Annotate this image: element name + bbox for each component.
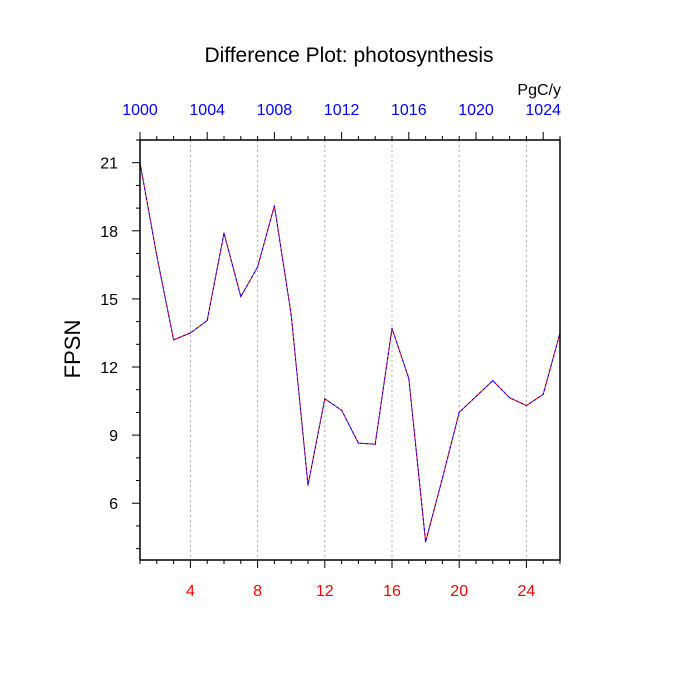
left-tick-label: 9 bbox=[109, 428, 118, 445]
tick-labels: 4 8 12 16 20 24 1000 1004 1008 1012 1016 1020 1024 6 9… bbox=[100, 102, 561, 600]
data-point bbox=[391, 327, 393, 330]
bottom-tick-label: 12 bbox=[316, 583, 334, 600]
data-point bbox=[341, 409, 343, 411]
data-point bbox=[441, 477, 443, 479]
bottom-tick-label: 16 bbox=[383, 583, 401, 600]
plot-frame bbox=[139, 139, 561, 561]
data-point bbox=[525, 405, 528, 407]
data-point bbox=[257, 266, 259, 268]
data-point bbox=[189, 332, 191, 334]
data-point bbox=[374, 443, 376, 445]
top-tick-label: 1000 bbox=[122, 102, 158, 119]
data-point bbox=[290, 314, 292, 316]
data-point bbox=[542, 393, 544, 395]
bottom-tick-label: 4 bbox=[186, 583, 195, 600]
top-tick-label: 1012 bbox=[324, 102, 360, 119]
top-tick-label: 1016 bbox=[391, 102, 427, 119]
top-tick-label: 1008 bbox=[257, 102, 293, 119]
data-point bbox=[509, 397, 511, 399]
data-point bbox=[475, 395, 477, 398]
left-tick-label: 6 bbox=[109, 496, 118, 513]
top-tick-label: 1020 bbox=[458, 102, 494, 119]
bottom-tick-label: 24 bbox=[518, 583, 536, 600]
data-point bbox=[206, 319, 208, 322]
data-point bbox=[458, 411, 460, 414]
bottom-tick-label: 8 bbox=[253, 583, 262, 600]
data-point bbox=[492, 380, 494, 382]
data-point bbox=[408, 377, 410, 379]
left-tick-label: 15 bbox=[100, 292, 118, 309]
bottom-tick-label: 20 bbox=[450, 583, 468, 600]
data-point bbox=[156, 255, 158, 257]
data-point bbox=[173, 339, 175, 341]
data-point bbox=[307, 484, 309, 486]
data-point bbox=[273, 205, 275, 207]
left-tick-label: 21 bbox=[100, 156, 118, 173]
series-line-outer bbox=[139, 162, 561, 542]
data-point bbox=[425, 541, 427, 543]
data-point bbox=[357, 442, 359, 444]
data-point bbox=[240, 296, 242, 298]
top-tick-label: 1024 bbox=[525, 102, 561, 119]
series-line-inner bbox=[139, 162, 561, 542]
series-line bbox=[139, 162, 561, 543]
chart-title: Difference Plot: photosynthesis bbox=[204, 44, 493, 67]
axis-ticks bbox=[132, 132, 561, 568]
units-label: PgC/y bbox=[517, 82, 561, 99]
data-point bbox=[324, 398, 326, 400]
left-tick-label: 18 bbox=[100, 224, 118, 241]
y-axis-label: FPSN bbox=[60, 320, 85, 379]
grid-lines bbox=[189, 140, 527, 560]
data-point bbox=[223, 232, 225, 234]
left-tick-label: 12 bbox=[100, 360, 118, 377]
top-tick-label: 1004 bbox=[189, 102, 225, 119]
